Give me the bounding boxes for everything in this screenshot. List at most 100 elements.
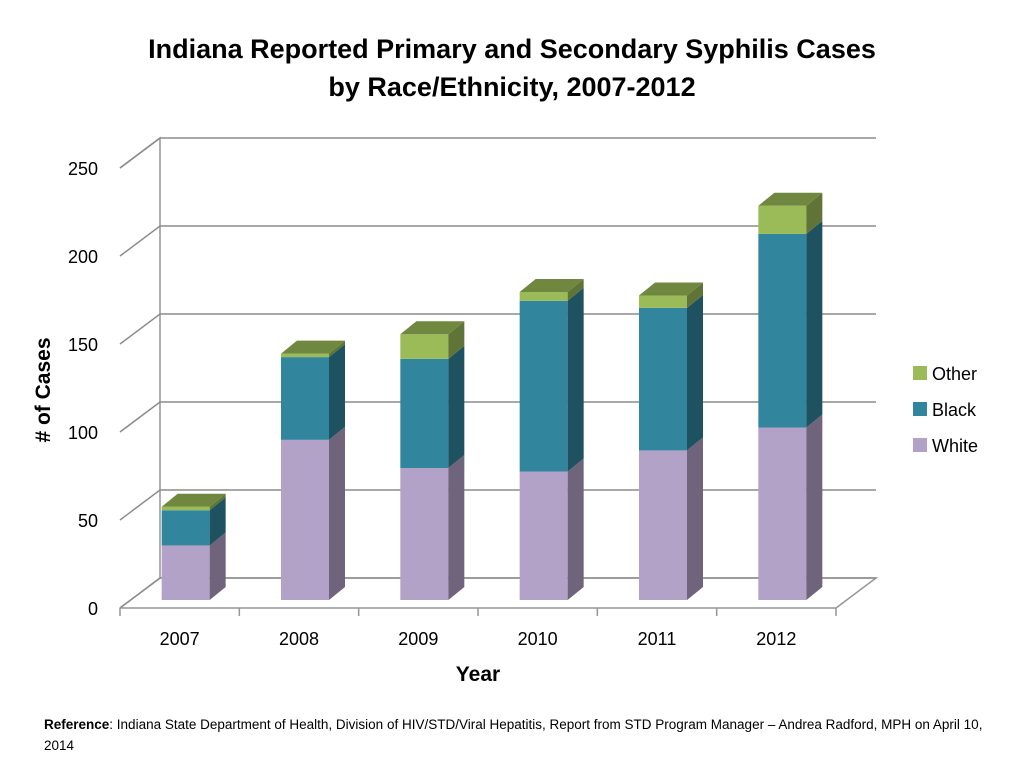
legend-label: Black xyxy=(932,400,977,420)
x-axis-label: Year xyxy=(456,663,500,686)
y-axis-label: # of Cases xyxy=(32,337,55,442)
bar-2008-black xyxy=(281,344,345,440)
bar-group-2011 xyxy=(639,282,703,600)
reference-label: Reference xyxy=(44,717,110,732)
bar-2010-white xyxy=(519,458,584,600)
bar-side-face xyxy=(329,344,345,440)
bar-2011-black xyxy=(639,294,703,451)
x-tick-label: 2007 xyxy=(160,629,200,649)
x-tick-label: 2008 xyxy=(279,629,319,649)
bar-2011-white xyxy=(639,437,703,600)
legend-item-black: Black xyxy=(913,400,977,420)
bar-2008-other xyxy=(281,340,345,358)
gridlines xyxy=(119,137,876,609)
x-tick-label: 2012 xyxy=(756,629,796,649)
bar-side-face xyxy=(448,321,465,359)
bar-side-face xyxy=(806,220,823,428)
y-tick-label: 150 xyxy=(68,335,98,355)
gridline xyxy=(119,137,876,169)
bar-group-2007 xyxy=(161,493,226,600)
bar-side-face xyxy=(806,414,823,600)
bar-front-face xyxy=(400,468,449,600)
bar-top-face xyxy=(281,340,345,354)
bar-side-face xyxy=(567,279,584,301)
bar-front-face xyxy=(758,427,807,600)
bar-2009-white xyxy=(400,455,465,600)
chart-title-line-2: by Race/Ethnicity, 2007-2012 xyxy=(328,72,696,102)
bar-front-face xyxy=(281,353,329,358)
bar-side-face xyxy=(209,532,226,600)
gridline xyxy=(119,225,876,257)
bar-2009-black xyxy=(400,345,465,468)
legend-label: White xyxy=(932,436,978,456)
bar-top-face xyxy=(400,321,465,335)
chart-title-line-1: Indiana Reported Primary and Secondary S… xyxy=(148,34,876,64)
y-tick-label: 50 xyxy=(78,511,98,531)
legend-label: Other xyxy=(932,364,977,384)
bar-2007-black xyxy=(161,497,226,546)
bar-group-2012 xyxy=(758,192,823,600)
legend-swatch xyxy=(913,366,927,380)
bar-2011-other xyxy=(639,282,703,308)
bar-side-face xyxy=(329,426,345,600)
bar-side-face xyxy=(448,345,465,468)
bar-2009-other xyxy=(400,321,465,359)
reference-note: Reference: Indiana State Department of H… xyxy=(44,714,994,756)
bar-front-face xyxy=(161,510,210,546)
bar-top-face xyxy=(758,192,823,206)
bar-front-face xyxy=(639,450,687,600)
chart-title: Indiana Reported Primary and Secondary S… xyxy=(0,30,1024,106)
legend-swatch xyxy=(913,402,927,416)
bar-side-face xyxy=(687,437,703,600)
bar-2012-black xyxy=(758,220,823,428)
bar-front-face xyxy=(281,357,329,440)
bar-2010-other xyxy=(519,279,584,301)
bar-front-face xyxy=(639,307,687,451)
bar-side-face xyxy=(687,282,703,308)
stacked-bar-chart: 0 50 100 150 200 250 2007 2008 2009 2010 2011 2012… xyxy=(32,136,978,686)
y-tick-label: 200 xyxy=(68,247,98,267)
bar-front-face xyxy=(161,506,210,511)
y-tick-label: 0 xyxy=(88,599,98,619)
bar-top-face xyxy=(161,493,226,507)
bar-2007-other xyxy=(161,493,226,511)
bar-front-face xyxy=(758,233,807,428)
x-axis: 2007 2008 2009 2010 2011 2012 xyxy=(119,607,837,649)
legend-item-white: White xyxy=(913,436,978,456)
bar-group-2008 xyxy=(281,340,345,600)
y-axis-tick-labels: 0 50 100 150 200 250 xyxy=(68,159,98,619)
bar-side-face xyxy=(806,192,823,234)
legend-item-other: Other xyxy=(913,364,977,384)
bar-front-face xyxy=(639,295,687,308)
x-tick-label: 2009 xyxy=(398,629,438,649)
legend: Other Black White xyxy=(913,364,978,456)
y-tick-label: 100 xyxy=(68,423,98,443)
bar-front-face xyxy=(161,545,210,600)
bar-top-face xyxy=(519,279,584,292)
bars xyxy=(161,192,823,600)
bar-2012-white xyxy=(758,414,823,600)
y-tick-label: 250 xyxy=(68,159,98,179)
bar-front-face xyxy=(400,334,449,359)
bar-front-face xyxy=(758,205,807,234)
bar-side-face xyxy=(567,458,584,600)
bar-top-face xyxy=(639,282,703,296)
bar-side-face xyxy=(687,294,703,451)
bar-2012-other xyxy=(758,192,823,234)
bar-side-face xyxy=(448,455,465,600)
bar-group-2010 xyxy=(519,279,584,600)
bar-group-2009 xyxy=(400,321,465,600)
bar-2010-black xyxy=(519,287,584,472)
bar-front-face xyxy=(400,358,449,468)
bar-side-face xyxy=(209,497,226,546)
bar-2007-white xyxy=(161,532,226,600)
bar-front-face xyxy=(519,292,568,301)
bar-front-face xyxy=(519,300,568,472)
x-tick-label: 2010 xyxy=(518,629,558,649)
bar-front-face xyxy=(281,439,329,600)
left-wall xyxy=(119,136,161,609)
gridline xyxy=(119,401,876,433)
legend-swatch xyxy=(913,438,927,452)
gridline xyxy=(119,489,876,521)
bar-side-face xyxy=(329,340,345,358)
